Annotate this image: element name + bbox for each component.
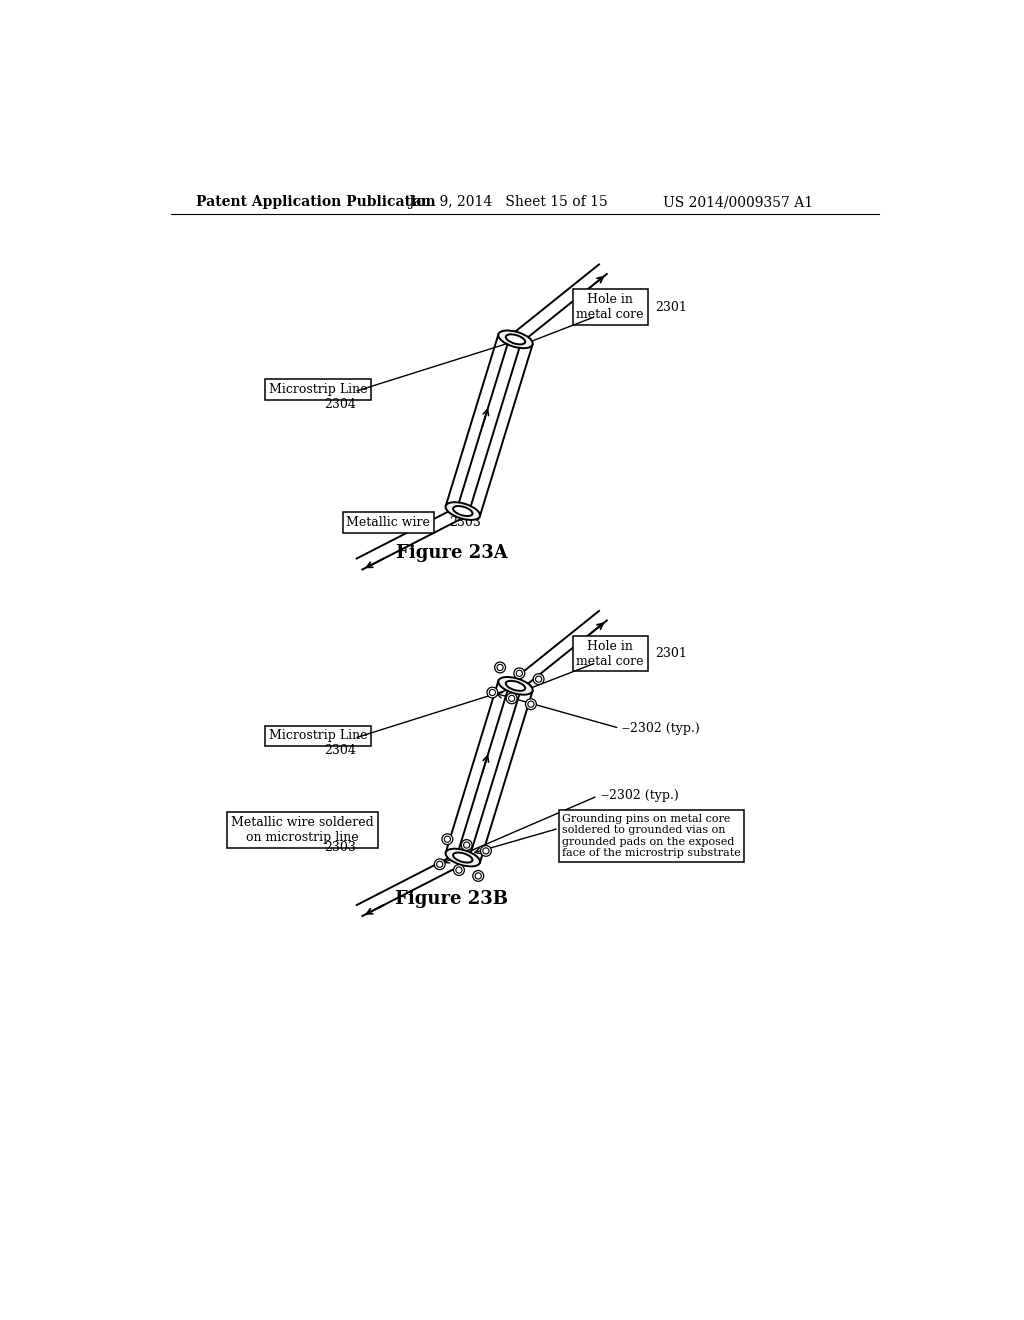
Ellipse shape	[525, 698, 537, 710]
Ellipse shape	[506, 334, 525, 345]
Text: Metallic wire soldered
on microstrip line: Metallic wire soldered on microstrip lin…	[231, 816, 374, 843]
Text: Microstrip Line: Microstrip Line	[268, 383, 368, 396]
Ellipse shape	[445, 849, 480, 866]
Ellipse shape	[445, 502, 480, 520]
Ellipse shape	[499, 677, 532, 694]
Ellipse shape	[461, 840, 472, 850]
Text: Microstrip Line: Microstrip Line	[268, 730, 368, 742]
Text: Hole in
metal core: Hole in metal core	[577, 293, 644, 321]
Text: 2303: 2303	[450, 516, 481, 529]
Ellipse shape	[495, 663, 506, 673]
Ellipse shape	[506, 681, 525, 690]
Text: Hole in
metal core: Hole in metal core	[577, 639, 644, 668]
Text: Patent Application Publication: Patent Application Publication	[197, 195, 436, 210]
Ellipse shape	[473, 870, 483, 882]
Text: 2304: 2304	[324, 744, 356, 758]
Ellipse shape	[514, 668, 524, 678]
Text: US 2014/0009357 A1: US 2014/0009357 A1	[663, 195, 813, 210]
Text: 2303: 2303	[324, 841, 356, 854]
Text: Metallic wire: Metallic wire	[346, 516, 430, 529]
Ellipse shape	[442, 834, 453, 845]
Text: 2304: 2304	[324, 397, 356, 411]
Text: Jan. 9, 2014   Sheet 15 of 15: Jan. 9, 2014 Sheet 15 of 15	[409, 195, 608, 210]
Ellipse shape	[534, 673, 544, 685]
Ellipse shape	[499, 330, 532, 348]
Text: Figure 23A: Figure 23A	[396, 544, 508, 561]
Ellipse shape	[454, 865, 464, 875]
Text: ‒2302 (typ.): ‒2302 (typ.)	[623, 722, 700, 735]
Ellipse shape	[506, 693, 517, 704]
Text: Figure 23B: Figure 23B	[395, 890, 509, 908]
Text: ‒2302 (typ.): ‒2302 (typ.)	[601, 789, 679, 803]
Text: Grounding pins on metal core
soldered to grounded vias on
grounded pads on the e: Grounding pins on metal core soldered to…	[562, 813, 740, 858]
Ellipse shape	[434, 859, 445, 870]
Ellipse shape	[453, 853, 472, 862]
Ellipse shape	[487, 688, 498, 698]
Ellipse shape	[453, 506, 472, 516]
Ellipse shape	[480, 846, 492, 857]
Text: 2301: 2301	[655, 301, 687, 314]
Text: 2301: 2301	[655, 647, 687, 660]
